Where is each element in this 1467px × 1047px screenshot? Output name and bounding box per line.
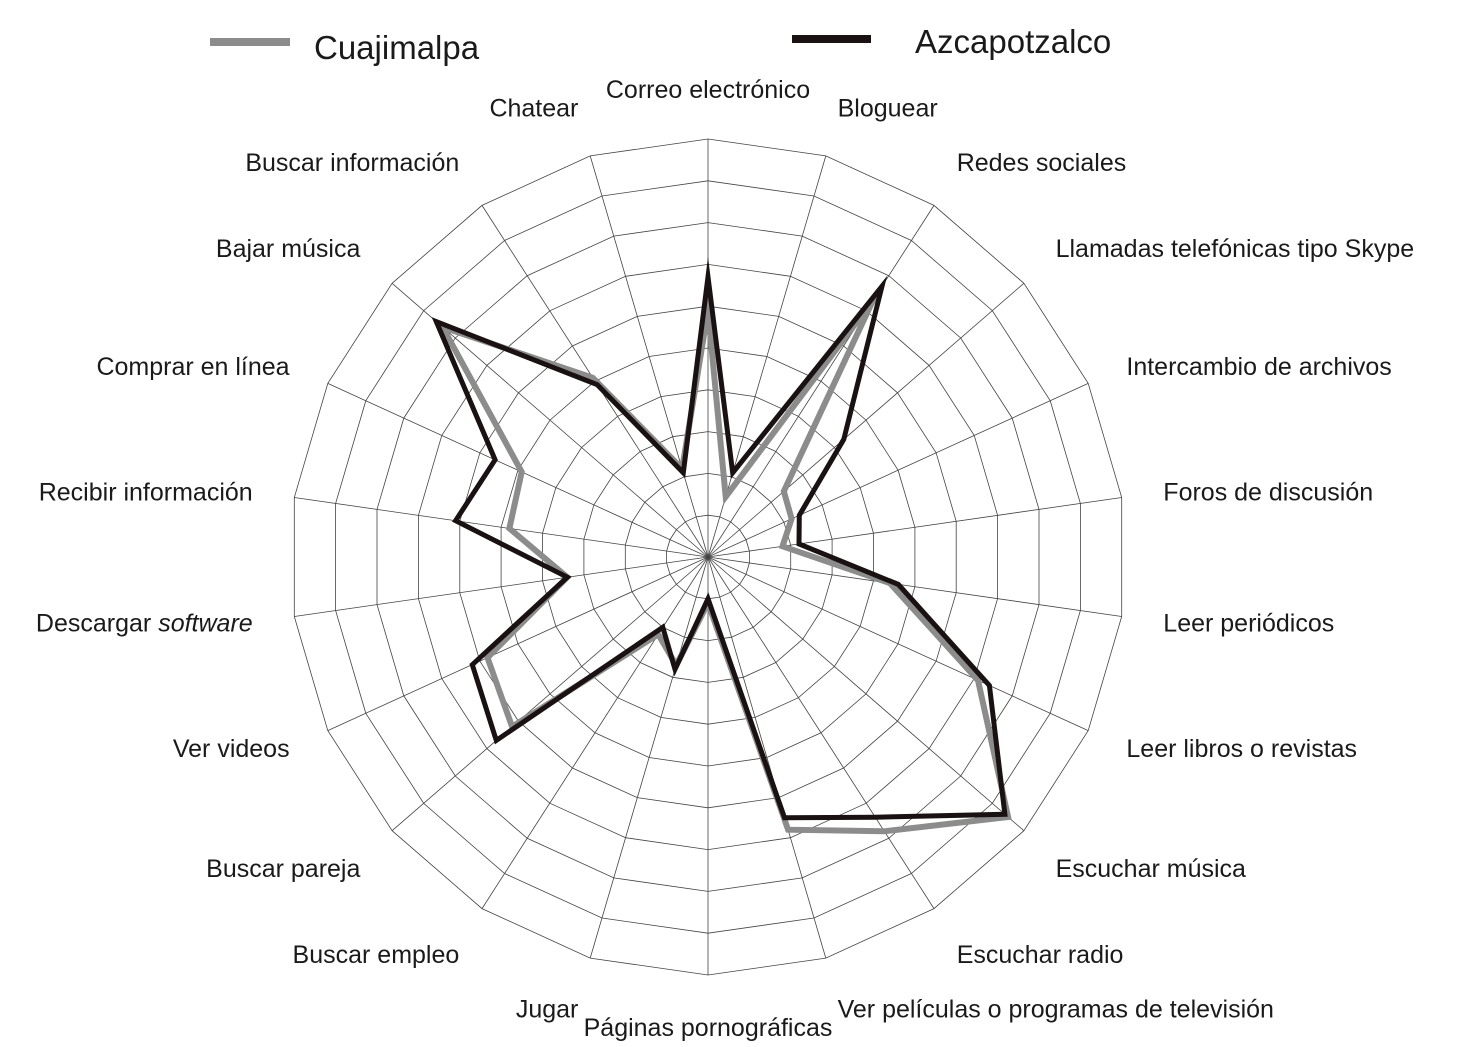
axis-label: Páginas pornográficas [584,1014,833,1042]
axis-label: Buscar información [245,149,459,177]
legend: Cuajimalpa Azcapotzalco [210,23,1111,66]
grid-spoke [707,497,1122,558]
axis-label: Llamadas telefónicas tipo Skype [1056,235,1415,263]
grid-spoke [294,497,709,558]
grid-spoke [589,556,709,959]
grid-spoke [707,556,827,959]
axis-label: Correo electrónico [606,76,810,104]
axis-label: Chatear [489,95,578,123]
grid-spoke [327,556,709,731]
legend-label-cuajimalpa: Cuajimalpa [314,29,480,66]
grid-spoke [707,383,1089,558]
axis-label: Ver videos [173,735,290,763]
axis-label: Escuchar música [1056,855,1246,883]
axis-label: Recibir información [39,479,253,507]
legend-label-azcapotzalco: Azcapotzalco [915,23,1111,60]
grid-spoke [294,556,709,617]
series-cuajimalpa-line [436,275,1012,835]
axis-label: Redes sociales [957,149,1127,177]
axis-label: Ver películas o programas de televisión [838,995,1274,1023]
grid-spoke [707,282,1025,558]
grid-spoke [707,205,935,558]
axis-label: Bajar música [216,235,361,263]
axis-label: Leer periódicos [1163,610,1334,638]
axis-label: Descargar software [36,610,253,638]
grid-spoke [481,556,709,909]
axis-label: Intercambio de archivos [1126,353,1391,381]
axis-label: Jugar [516,995,579,1023]
grid-spoke [707,556,1089,731]
axis-label: Buscar empleo [293,941,460,969]
grid-spoke [707,556,1122,617]
grid-spoke [707,556,1025,832]
axis-label: Buscar pareja [206,855,360,883]
axis-label: Bloguear [838,95,938,123]
axis-label: Foros de discusión [1163,479,1373,507]
grid-spoke [589,155,709,558]
grid-spoke [707,556,935,909]
axis-label: Comprar en línea [96,353,289,381]
axis-label: Escuchar radio [957,941,1124,969]
axis-label: Leer libros o revistas [1126,735,1357,763]
axis-labels: Correo electrónico Bloguear Redes sociales… [36,76,1414,1042]
series-azcapotzalco-line [431,256,1008,821]
grid-spoke [391,556,709,832]
series-group [431,256,1012,835]
